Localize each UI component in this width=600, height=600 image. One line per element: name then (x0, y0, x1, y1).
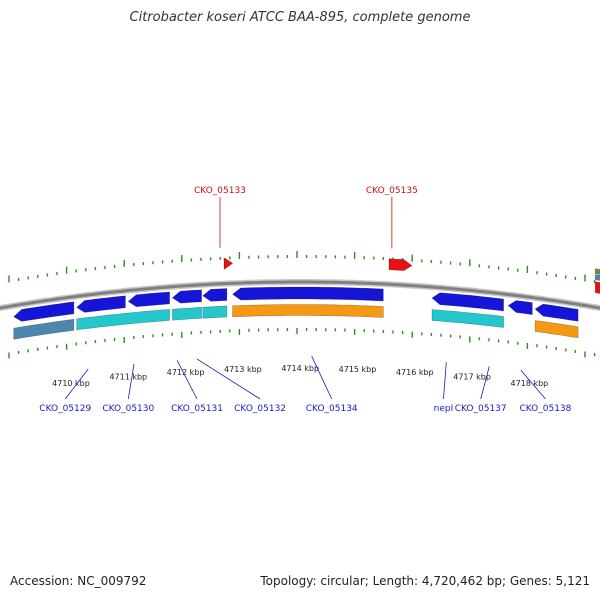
feature-label[interactable]: CKO_05130 (102, 404, 154, 414)
rna-feature (223, 257, 234, 270)
map-title: Citrobacter koseri ATCC BAA-895, complet… (129, 10, 471, 25)
label-leader-line (176, 360, 198, 400)
kbp-axis-labels: 4710 kbp 4711 kbp 4712 kbp 4713 kbp 4714 kbp… (52, 364, 548, 388)
cds-feature (232, 304, 384, 318)
gene-feature (232, 286, 384, 302)
feature-label[interactable]: CKO_05137 (455, 404, 507, 414)
cds-feature (534, 320, 579, 339)
accession-text: Accession: NC_009792 (10, 574, 147, 588)
rna-feature-track (223, 257, 600, 294)
feature-label[interactable]: CKO_05138 (519, 404, 571, 414)
feature-labels-top: CKO_05133 CKO_05135 (194, 186, 418, 249)
label-leader-line (311, 355, 333, 400)
label-leader-line (480, 366, 490, 400)
kbp-label: 4712 kbp (167, 368, 205, 377)
kbp-label: 4714 kbp (281, 364, 319, 373)
kbp-label: 4711 kbp (109, 373, 147, 382)
tick-row-top (8, 251, 596, 284)
label-leader-line (196, 358, 261, 400)
gene-feature (507, 300, 533, 315)
backbone-line (0, 280, 600, 310)
genome-backbone (0, 279, 600, 312)
rna-feature (595, 281, 600, 294)
feature-label[interactable]: CKO_05135 (366, 186, 418, 196)
genome-summary-text: Topology: circular; Length: 4,720,462 bp… (260, 574, 590, 588)
gene-feature (534, 303, 579, 322)
label-leader-line (64, 368, 89, 400)
cds-feature (76, 309, 170, 331)
label-leader-line (443, 362, 447, 400)
gene-feature (202, 288, 228, 302)
label-leader-line (520, 369, 546, 400)
feature-label[interactable]: CKO_05134 (306, 404, 358, 414)
feature-label[interactable]: CKO_05131 (171, 404, 223, 414)
gene-track (13, 286, 579, 322)
gene-feature (127, 291, 170, 308)
misc-feature-track (595, 268, 600, 281)
tick-row-bottom (8, 328, 596, 359)
feature-label[interactable]: CKO_05133 (194, 186, 246, 196)
gene-feature (76, 295, 126, 313)
cds-feature (13, 319, 75, 340)
kbp-label: 4713 kbp (224, 365, 262, 374)
rna-feature (388, 258, 413, 271)
kbp-label: 4717 kbp (453, 373, 491, 382)
kbp-label: 4710 kbp (52, 379, 90, 388)
cds-feature (202, 305, 228, 319)
cds-track (13, 304, 579, 340)
cds-feature (172, 306, 202, 321)
feature-labels-bottom: CKO_05129 CKO_05130 CKO_05131 CKO_05132 CKO_… (39, 355, 572, 414)
misc-feature (595, 274, 600, 281)
feature-label[interactable]: nepI (434, 404, 454, 414)
gene-feature (431, 292, 504, 312)
label-leader-line (127, 363, 135, 400)
cds-feature (431, 309, 504, 328)
kbp-label: 4716 kbp (396, 368, 434, 377)
misc-feature (595, 268, 600, 275)
kbp-label: 4715 kbp (339, 365, 377, 374)
kbp-label: 4718 kbp (511, 379, 549, 388)
gene-feature (13, 301, 75, 322)
feature-label[interactable]: CKO_05129 (39, 404, 91, 414)
feature-label[interactable]: CKO_05132 (234, 404, 286, 414)
gene-feature (171, 289, 202, 304)
